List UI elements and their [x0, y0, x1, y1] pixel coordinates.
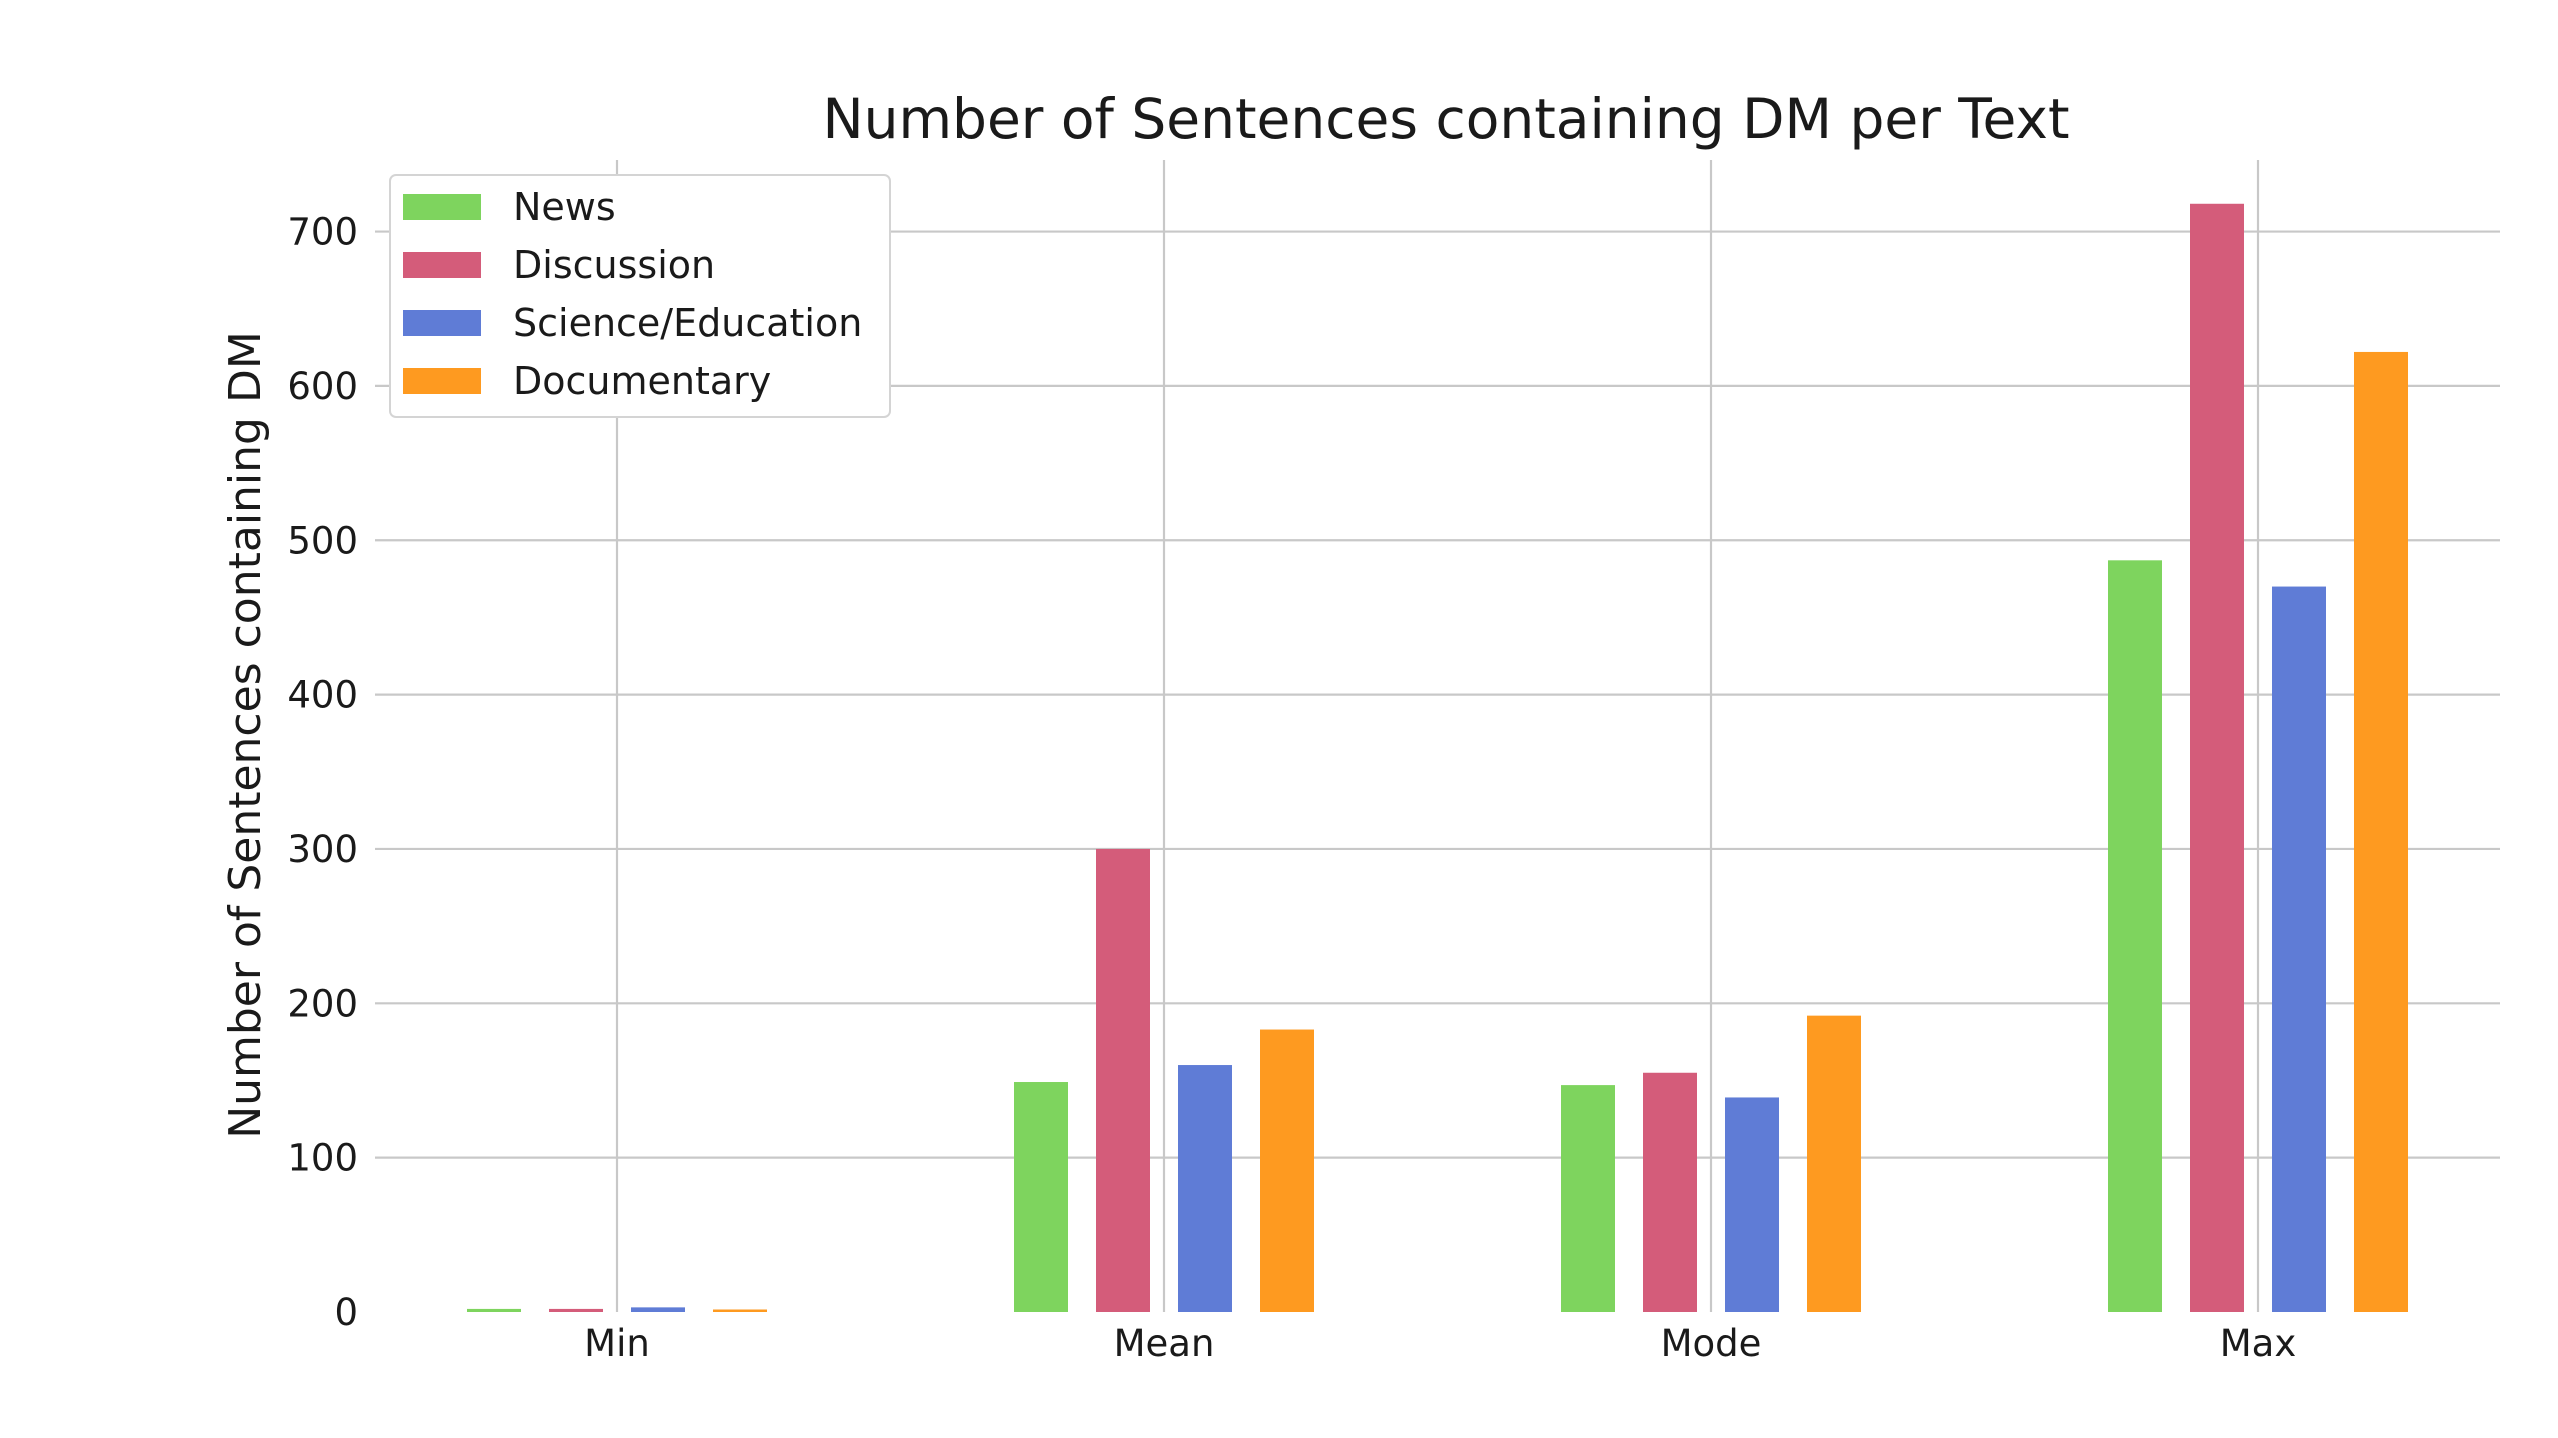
bar	[1807, 1015, 1861, 1312]
legend-swatch	[403, 310, 481, 336]
legend-label: Documentary	[513, 359, 771, 403]
x-tick-label: Min	[584, 1322, 650, 1365]
legend: News Discussion Science/Education Documenta…	[389, 174, 891, 418]
legend-swatch	[403, 194, 481, 220]
y-axis-label: Number of Sentences containing DM	[220, 331, 271, 1139]
tick-labels: 0 100 200 300 400 500 600 700 Min Mean Mode Max	[287, 211, 2296, 1365]
x-tick-label: Mode	[1661, 1322, 1762, 1365]
legend-swatch	[403, 252, 481, 278]
legend-swatch	[403, 368, 481, 394]
bar	[1260, 1029, 1314, 1312]
x-tick-label: Max	[2220, 1322, 2297, 1365]
y-tick-label: 200	[287, 982, 358, 1025]
y-tick-label: 600	[287, 365, 358, 408]
bar	[467, 1308, 521, 1312]
bar	[549, 1308, 603, 1312]
bar	[1178, 1065, 1232, 1312]
x-tick-label: Mean	[1114, 1322, 1215, 1365]
bar	[631, 1307, 685, 1312]
bar	[2108, 560, 2162, 1312]
legend-label: Discussion	[513, 243, 715, 287]
bar	[713, 1309, 767, 1312]
y-tick-label: 400	[287, 674, 358, 717]
y-tick-label: 100	[287, 1137, 358, 1180]
bar	[1561, 1085, 1615, 1312]
y-tick-label: 300	[287, 828, 358, 871]
legend-label: News	[513, 185, 616, 229]
bar	[1014, 1082, 1068, 1312]
y-tick-label: 700	[287, 211, 358, 254]
bar	[1096, 848, 1150, 1312]
bar	[1725, 1097, 1779, 1312]
bar	[2354, 351, 2408, 1312]
legend-box	[389, 174, 891, 418]
bar	[2272, 586, 2326, 1312]
y-tick-label: 500	[287, 519, 358, 562]
bar	[2190, 203, 2244, 1313]
bar	[1643, 1072, 1697, 1312]
bars	[467, 203, 2408, 1313]
y-tick-label: 0	[334, 1291, 358, 1334]
legend-label: Science/Education	[513, 301, 862, 345]
chart-title: Number of Sentences containing DM per Te…	[822, 87, 2069, 151]
